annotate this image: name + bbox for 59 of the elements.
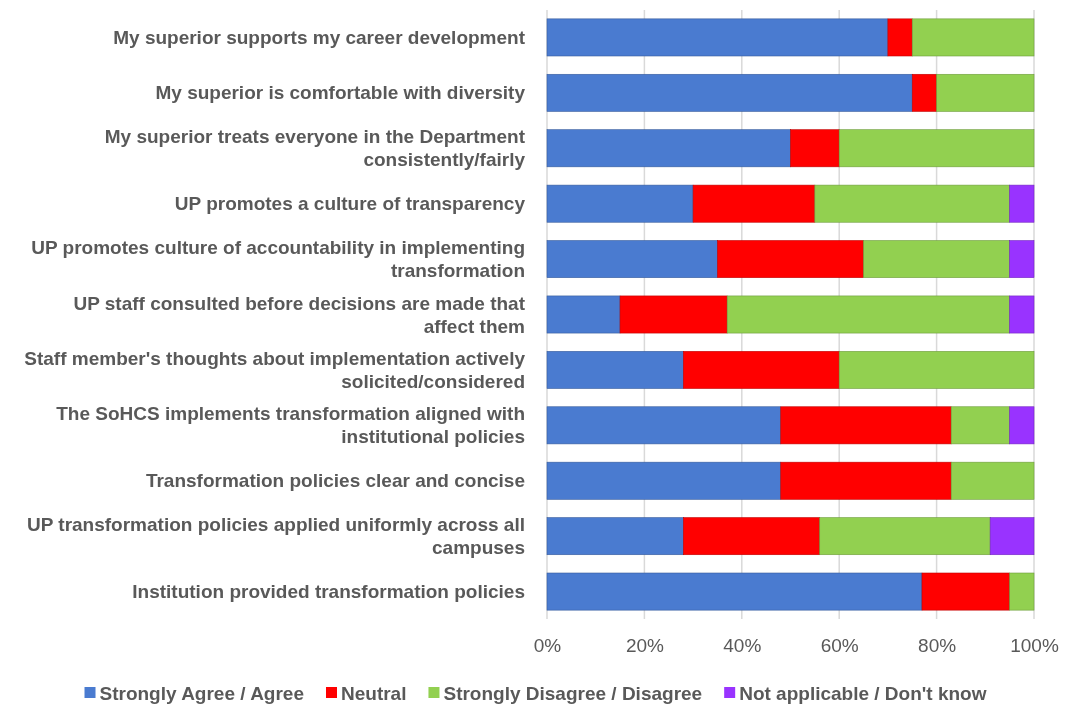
- bar: [546, 240, 718, 278]
- y-tick-label: UP promotes a culture of transparency: [174, 193, 526, 215]
- bar: [1009, 240, 1035, 278]
- y-tick-label: Institution provided transformation policies: [132, 581, 525, 603]
- bar: [936, 73, 1035, 112]
- y-tick-label: UP promotes culture of accountability in implementing transformation: [31, 237, 525, 282]
- bar: [819, 517, 991, 556]
- bar: [1009, 406, 1035, 445]
- bar: [683, 517, 821, 556]
- bar: [692, 184, 816, 223]
- x-tick-label: 0%: [533, 635, 562, 657]
- bar: [546, 517, 684, 556]
- bar: [546, 73, 913, 112]
- bar: [546, 406, 782, 445]
- x-tick-label: 40%: [723, 635, 762, 657]
- bar: [726, 295, 1010, 334]
- x-tick-label: 80%: [918, 635, 957, 657]
- bar: [921, 572, 1010, 611]
- y-tick-label: UP staff consulted before decisions are made that affect them: [73, 292, 526, 337]
- bar: [780, 461, 952, 500]
- bar: [546, 572, 923, 611]
- bar: [950, 406, 1010, 445]
- bar: [546, 295, 621, 334]
- y-tick-label: My superior treats everyone in the Department consistently/fairly: [104, 126, 526, 171]
- x-tick-label: 60%: [820, 635, 859, 657]
- legend-label: Strongly Agree / Agree: [99, 682, 304, 704]
- bar: [619, 295, 728, 334]
- bar: [546, 184, 694, 223]
- bar: [546, 18, 889, 57]
- y-tick-label: My superior supports my career development: [113, 27, 526, 49]
- x-tick-label: 20%: [625, 635, 665, 657]
- y-tick-label: My superior is comfortable with diversity: [155, 82, 526, 104]
- bar: [546, 461, 782, 500]
- bar: [911, 73, 937, 112]
- bar: [863, 240, 1010, 278]
- y-tick-label: Staff member's thoughts about implementation actively solicited/considered: [24, 348, 526, 393]
- bar: [814, 184, 1010, 223]
- bar: [1009, 572, 1035, 611]
- x-tick-label: 100%: [1010, 635, 1059, 657]
- y-tick-label: The SoHCS implements transformation aligned with institutional policies: [56, 403, 525, 448]
- bar: [887, 18, 913, 57]
- legend-label: Strongly Disagree / Disagree: [443, 682, 703, 704]
- bar: [546, 351, 684, 389]
- bar: [838, 129, 1035, 168]
- bar: [683, 351, 840, 389]
- bar: [717, 240, 864, 278]
- bar: [546, 129, 791, 168]
- legend-label: Not applicable / Don't know: [739, 682, 987, 704]
- legend-label: Neutral: [340, 682, 407, 704]
- bar: [989, 517, 1035, 556]
- bar: [790, 129, 840, 168]
- y-tick-label: UP transformation policies applied uniformly across all campuses: [27, 514, 525, 559]
- bar: [780, 406, 952, 445]
- bar: [950, 461, 1035, 500]
- y-tick-label: Transformation policies clear and concise: [145, 470, 525, 492]
- bar: [1009, 184, 1035, 223]
- bar: [911, 18, 1035, 57]
- bar: [838, 351, 1035, 389]
- bar: [1009, 295, 1035, 334]
